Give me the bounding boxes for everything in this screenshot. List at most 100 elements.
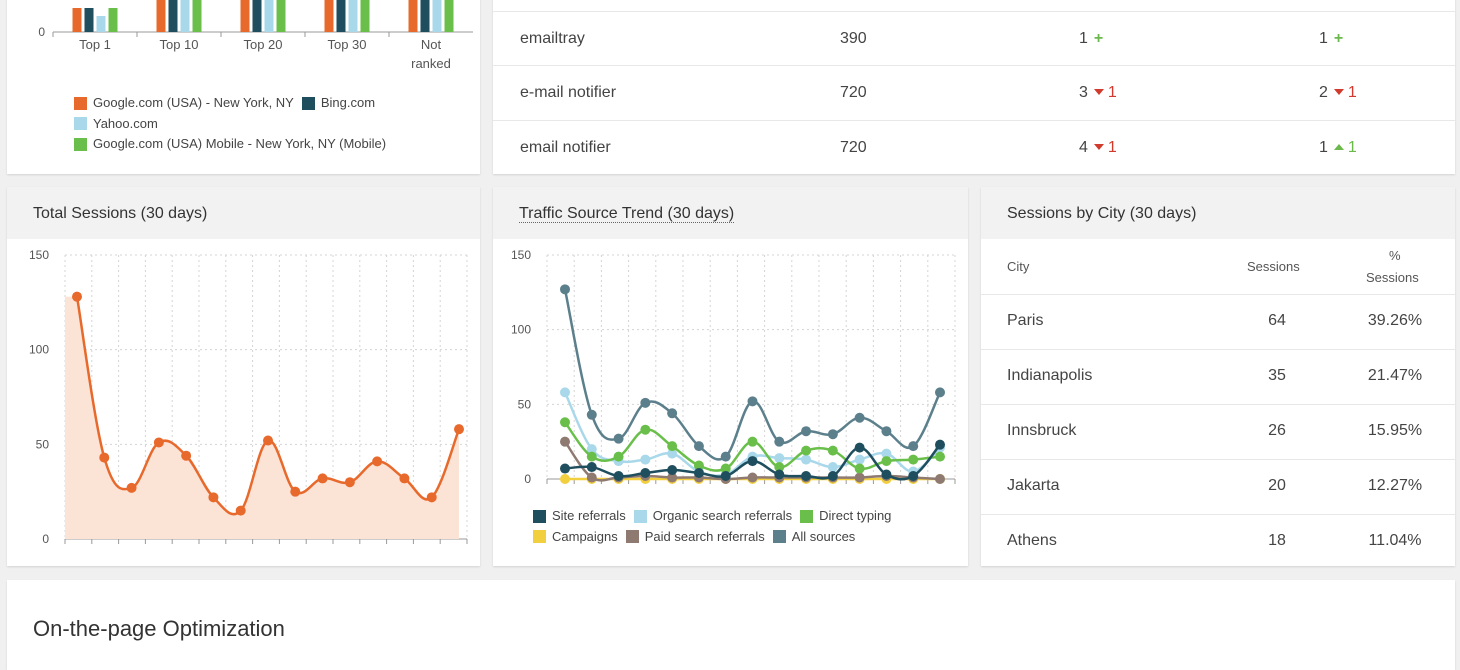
traffic-point[interactable]	[881, 469, 892, 480]
traffic-point[interactable]	[801, 426, 812, 437]
sessions-point[interactable]	[99, 452, 110, 463]
sessions-point[interactable]	[317, 473, 328, 484]
traffic-legend-item[interactable]: Campaigns	[533, 528, 618, 546]
traffic-point[interactable]	[827, 429, 838, 440]
traffic-point[interactable]	[586, 472, 597, 483]
traffic-source-title[interactable]: Traffic Source Trend (30 days)	[519, 205, 735, 223]
city-row[interactable]: Indianapolis 35 21.47%	[981, 350, 1455, 405]
sessions-point[interactable]	[399, 473, 410, 484]
traffic-point[interactable]	[720, 451, 731, 462]
traffic-point[interactable]	[693, 468, 704, 479]
sessions-point[interactable]	[208, 492, 219, 503]
traffic-point[interactable]	[720, 463, 731, 474]
traffic-legend-item[interactable]: Paid search referrals	[625, 528, 765, 546]
traffic-point[interactable]	[935, 387, 945, 398]
sessions-point[interactable]	[263, 435, 273, 446]
sessions-point[interactable]	[72, 291, 82, 302]
traffic-point[interactable]	[801, 471, 812, 482]
traffic-point[interactable]	[560, 463, 570, 474]
keyword-text: email notifier	[520, 139, 611, 156]
traffic-point[interactable]	[613, 433, 624, 444]
traffic-point[interactable]	[586, 409, 597, 420]
traffic-point[interactable]	[908, 441, 919, 452]
sessions-point[interactable]	[454, 424, 464, 435]
sessions-point[interactable]	[126, 482, 137, 493]
sessions-point[interactable]	[426, 492, 437, 503]
traffic-point[interactable]	[827, 471, 838, 482]
traffic-point[interactable]	[586, 462, 597, 473]
traffic-point[interactable]	[827, 445, 838, 456]
traffic-legend-item[interactable]: Site referrals	[533, 507, 626, 525]
traffic-point[interactable]	[881, 426, 892, 437]
traffic-point[interactable]	[560, 474, 570, 484]
pct-sessions-header-2[interactable]: Sessions	[1366, 270, 1419, 285]
sessions-point[interactable]	[372, 456, 383, 467]
traffic-point[interactable]	[774, 436, 785, 447]
traffic-point[interactable]	[640, 424, 651, 435]
keyword-row[interactable]: e-mail notifier 720 3 1 2 1	[493, 66, 1455, 121]
traffic-point[interactable]	[667, 472, 678, 483]
sessions-point[interactable]	[344, 477, 355, 488]
sessions-header[interactable]: Sessions	[1247, 259, 1300, 274]
traffic-point[interactable]	[667, 465, 678, 476]
city-header[interactable]: City	[1007, 259, 1030, 274]
traffic-point[interactable]	[640, 397, 651, 408]
traffic-point[interactable]	[720, 471, 731, 482]
keyword-row[interactable]: emailtray 390 1 + 1 +	[493, 11, 1455, 66]
sessions-point[interactable]	[181, 450, 192, 461]
ranking-legend-item[interactable]: Google.com (USA) - New York, NY	[74, 94, 294, 112]
traffic-point[interactable]	[908, 471, 919, 482]
traffic-point[interactable]	[693, 441, 704, 452]
traffic-point[interactable]	[667, 441, 678, 452]
traffic-point[interactable]	[613, 451, 624, 462]
traffic-point[interactable]	[747, 436, 758, 447]
traffic-point[interactable]	[854, 454, 865, 465]
traffic-legend-item[interactable]: Organic search referrals	[633, 507, 792, 525]
traffic-point[interactable]	[908, 454, 919, 465]
traffic-point[interactable]	[667, 408, 678, 419]
traffic-point[interactable]	[774, 469, 785, 480]
traffic-point[interactable]	[560, 436, 570, 447]
ranking-legend-item[interactable]: Yahoo.com	[74, 115, 158, 133]
traffic-point[interactable]	[560, 417, 570, 428]
city-row[interactable]: Jakarta 20 12.27%	[981, 460, 1455, 515]
traffic-point[interactable]	[854, 472, 865, 483]
city-row[interactable]: Paris 64 39.26%	[981, 295, 1455, 350]
traffic-point[interactable]	[935, 451, 945, 462]
traffic-point[interactable]	[881, 448, 892, 459]
traffic-point[interactable]	[854, 442, 865, 453]
traffic-point[interactable]	[935, 439, 945, 450]
traffic-legend-item[interactable]: Direct typing	[800, 507, 891, 525]
ranking-legend-item[interactable]: Bing.com	[301, 94, 375, 112]
traffic-point[interactable]	[747, 472, 758, 483]
traffic-point[interactable]	[881, 456, 892, 467]
traffic-point[interactable]	[801, 454, 812, 465]
city-row[interactable]: Innsbruck 26 15.95%	[981, 405, 1455, 460]
traffic-point[interactable]	[613, 471, 624, 482]
sessions-point[interactable]	[290, 486, 301, 497]
traffic-point[interactable]	[774, 462, 785, 473]
traffic-point[interactable]	[560, 387, 570, 398]
traffic-point[interactable]	[774, 453, 785, 464]
traffic-point[interactable]	[560, 284, 570, 295]
sessions-point[interactable]	[153, 437, 164, 448]
traffic-legend-item[interactable]: All sources	[772, 528, 855, 546]
traffic-point[interactable]	[827, 462, 838, 473]
traffic-point[interactable]	[693, 460, 704, 471]
keyword-row[interactable]: email notifier 720 4 1 1 1	[493, 121, 1455, 174]
traffic-point[interactable]	[586, 451, 597, 462]
traffic-point[interactable]	[747, 456, 758, 467]
traffic-point[interactable]	[640, 468, 651, 479]
sessions-point[interactable]	[235, 505, 246, 516]
traffic-point[interactable]	[854, 412, 865, 423]
traffic-point[interactable]	[586, 444, 597, 455]
ranking-legend-item[interactable]: Google.com (USA) Mobile - New York, NY (…	[74, 135, 386, 153]
traffic-point[interactable]	[640, 454, 651, 465]
traffic-point[interactable]	[667, 448, 678, 459]
traffic-point[interactable]	[854, 463, 865, 474]
traffic-point[interactable]	[747, 396, 758, 407]
traffic-point[interactable]	[801, 445, 812, 456]
city-row[interactable]: Athens 18 11.04%	[981, 515, 1455, 566]
traffic-point[interactable]	[935, 474, 945, 484]
pct-sessions-header-1[interactable]: %	[1389, 248, 1401, 263]
